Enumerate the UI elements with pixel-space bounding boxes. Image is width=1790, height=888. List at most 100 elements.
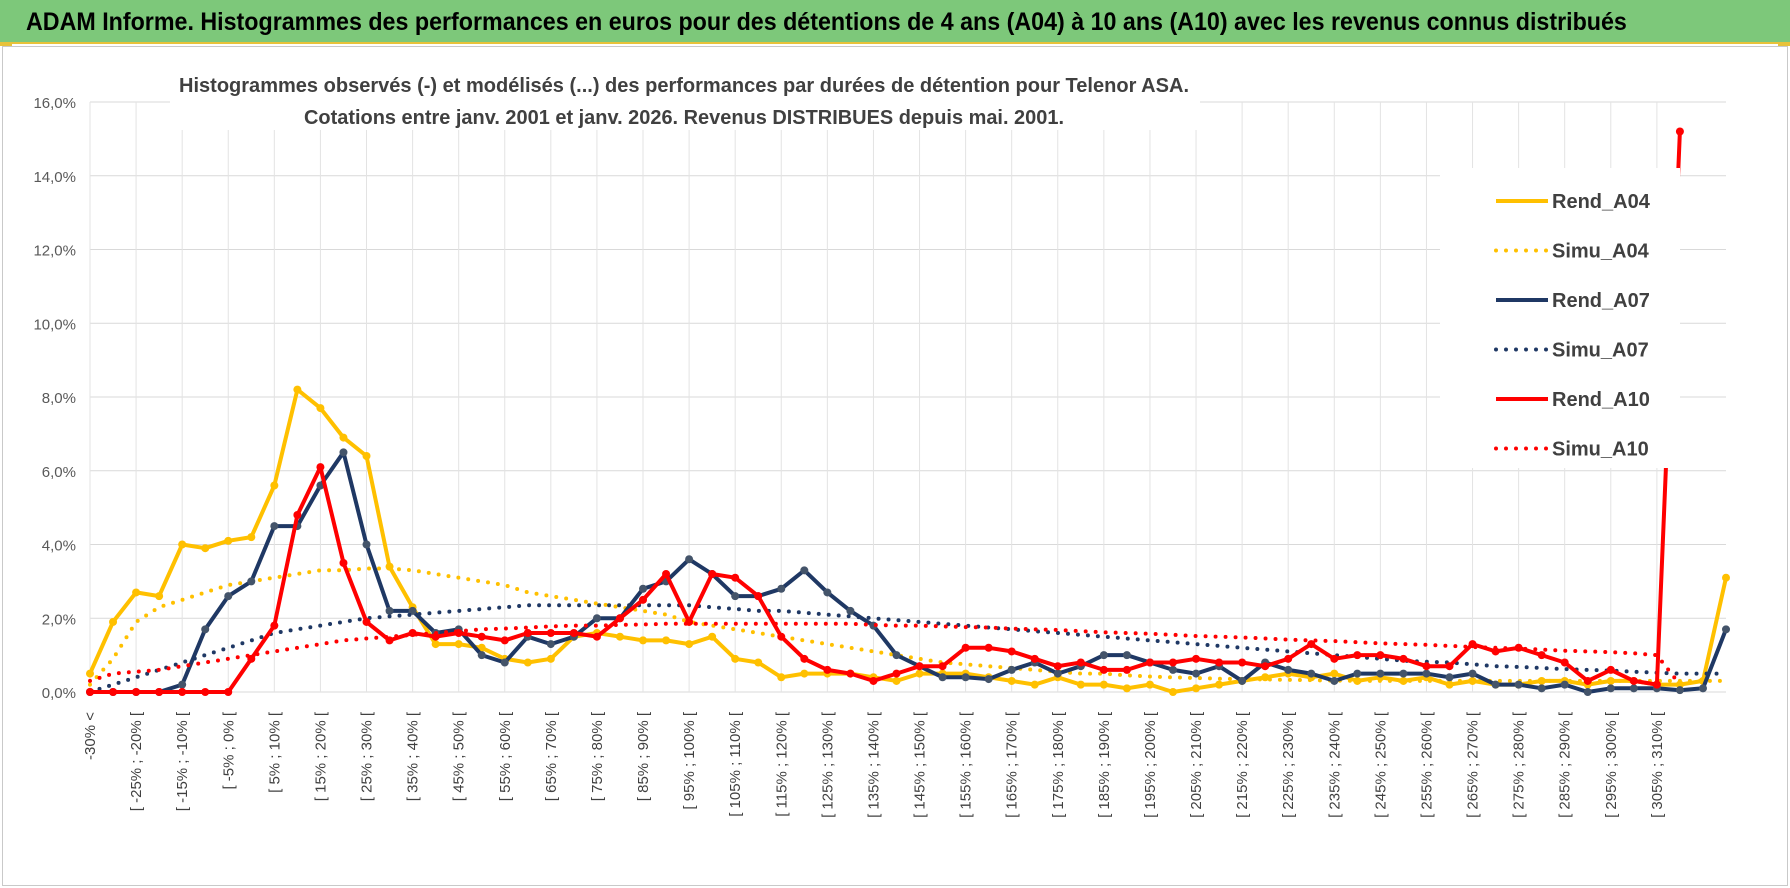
x-tick-label: [ -5% ; 0% [: [220, 711, 237, 789]
data-point: [1030, 654, 1039, 663]
data-point: [1168, 688, 1177, 696]
data-point: [984, 675, 993, 684]
data-point: [109, 688, 118, 696]
x-tick-label: [ 55% ; 60% [: [497, 711, 514, 801]
x-tick-label: [ 195% ; 200% [: [1142, 711, 1159, 818]
x-tick-label: -30% <: [82, 712, 99, 760]
data-point: [178, 680, 187, 689]
data-point: [1468, 676, 1477, 685]
data-point: [731, 654, 740, 663]
data-point: [915, 662, 924, 671]
data-point: [592, 614, 601, 623]
data-point: [1007, 665, 1016, 674]
x-tick-label: [ 125% ; 130% [: [819, 711, 836, 818]
data-point: [339, 433, 348, 442]
data-point: [592, 632, 601, 641]
x-tick-label: [ 105% ; 110% [: [727, 711, 744, 817]
legend-label: Simu_A07: [1552, 340, 1649, 362]
x-tick-label: [ 65% ; 70% [: [543, 711, 560, 801]
data-point: [1099, 680, 1108, 689]
data-point: [961, 673, 970, 682]
data-point: [132, 688, 141, 696]
data-point: [1122, 651, 1131, 660]
data-point: [1353, 676, 1362, 685]
data-point: [339, 558, 348, 567]
data-point: [86, 688, 94, 696]
y-tick-label: 16,0%: [33, 95, 76, 112]
data-point: [293, 511, 302, 519]
series-line-simu-a04: [88, 566, 1728, 687]
x-tick-label: [ 265% ; 270% [: [1465, 711, 1482, 818]
data-point: [1122, 665, 1131, 674]
data-point: [270, 621, 279, 630]
x-tick-label: [ 205% ; 210% [: [1188, 711, 1205, 818]
x-tick-label: [ 245% ; 250% [: [1372, 711, 1389, 818]
data-point: [662, 636, 671, 645]
data-point: [247, 654, 256, 663]
data-point: [1514, 680, 1523, 689]
data-point: [1560, 658, 1569, 667]
data-point: [1353, 651, 1362, 660]
data-point: [270, 481, 279, 490]
data-point: [477, 651, 486, 660]
data-point: [1399, 669, 1408, 678]
data-point: [1099, 665, 1108, 674]
x-tick-label: [ -15% ; -10% [: [174, 711, 191, 811]
data-point: [1675, 127, 1684, 136]
data-point: [178, 688, 187, 696]
data-point: [846, 669, 855, 678]
x-tick-label: [ -25% ; -20% [: [128, 711, 145, 811]
data-point: [86, 669, 94, 678]
data-point: [523, 629, 532, 637]
series-line-rend-a07: [90, 450, 1728, 694]
data-point: [800, 566, 809, 575]
chart-title-line1: Histogrammes observés (-) et modélisés (…: [179, 75, 1189, 97]
data-point: [1238, 676, 1247, 685]
data-point: [1422, 662, 1431, 671]
data-point: [1168, 658, 1177, 667]
data-point: [155, 592, 164, 601]
data-point: [754, 658, 763, 667]
legend: Rend_A04 Simu_A04 Rend_A07 Simu_A07 Rend_A10…: [1440, 168, 1680, 468]
data-point: [1330, 676, 1339, 685]
data-point: [961, 643, 970, 652]
data-point: [500, 658, 509, 667]
data-point: [1007, 676, 1016, 685]
x-tick-label: [ 25% ; 30% [: [359, 711, 376, 801]
x-tick-label: [ 35% ; 40% [: [405, 711, 422, 801]
data-point: [1376, 651, 1385, 660]
data-point: [1192, 654, 1201, 663]
data-point: [316, 463, 325, 472]
title-banner: ADAM Informe. Histogrammes des performan…: [0, 0, 1790, 44]
data-point: [1445, 673, 1454, 682]
data-point: [523, 658, 532, 667]
legend-label: Simu_A10: [1552, 439, 1649, 461]
data-point: [569, 629, 578, 637]
data-point: [639, 595, 648, 604]
chart-title: Histogrammes observés (-) et modélisés (…: [170, 64, 1200, 130]
series-lines: [86, 127, 1730, 696]
data-point: [1675, 680, 1684, 689]
data-point: [339, 448, 348, 457]
data-point: [224, 536, 233, 545]
data-point: [1330, 669, 1339, 678]
y-tick-label: 4,0%: [42, 538, 76, 555]
corner-accent-right: [1778, 42, 1790, 46]
data-point: [1330, 654, 1339, 663]
x-tick-label: [ 45% ; 50% [: [451, 711, 468, 801]
data-point: [777, 673, 786, 682]
data-point: [109, 617, 118, 626]
data-point: [546, 629, 555, 637]
data-point: [1168, 665, 1177, 674]
x-tick-label: [ 75% ; 80% [: [589, 711, 606, 801]
data-point: [362, 452, 371, 460]
data-point: [201, 625, 210, 634]
data-point: [546, 640, 555, 649]
data-point: [731, 573, 740, 582]
data-point: [1445, 662, 1454, 671]
data-point: [431, 632, 440, 641]
data-point: [431, 640, 440, 649]
data-point: [293, 385, 302, 394]
x-tick-label: [ 185% ; 190% [: [1096, 711, 1113, 818]
